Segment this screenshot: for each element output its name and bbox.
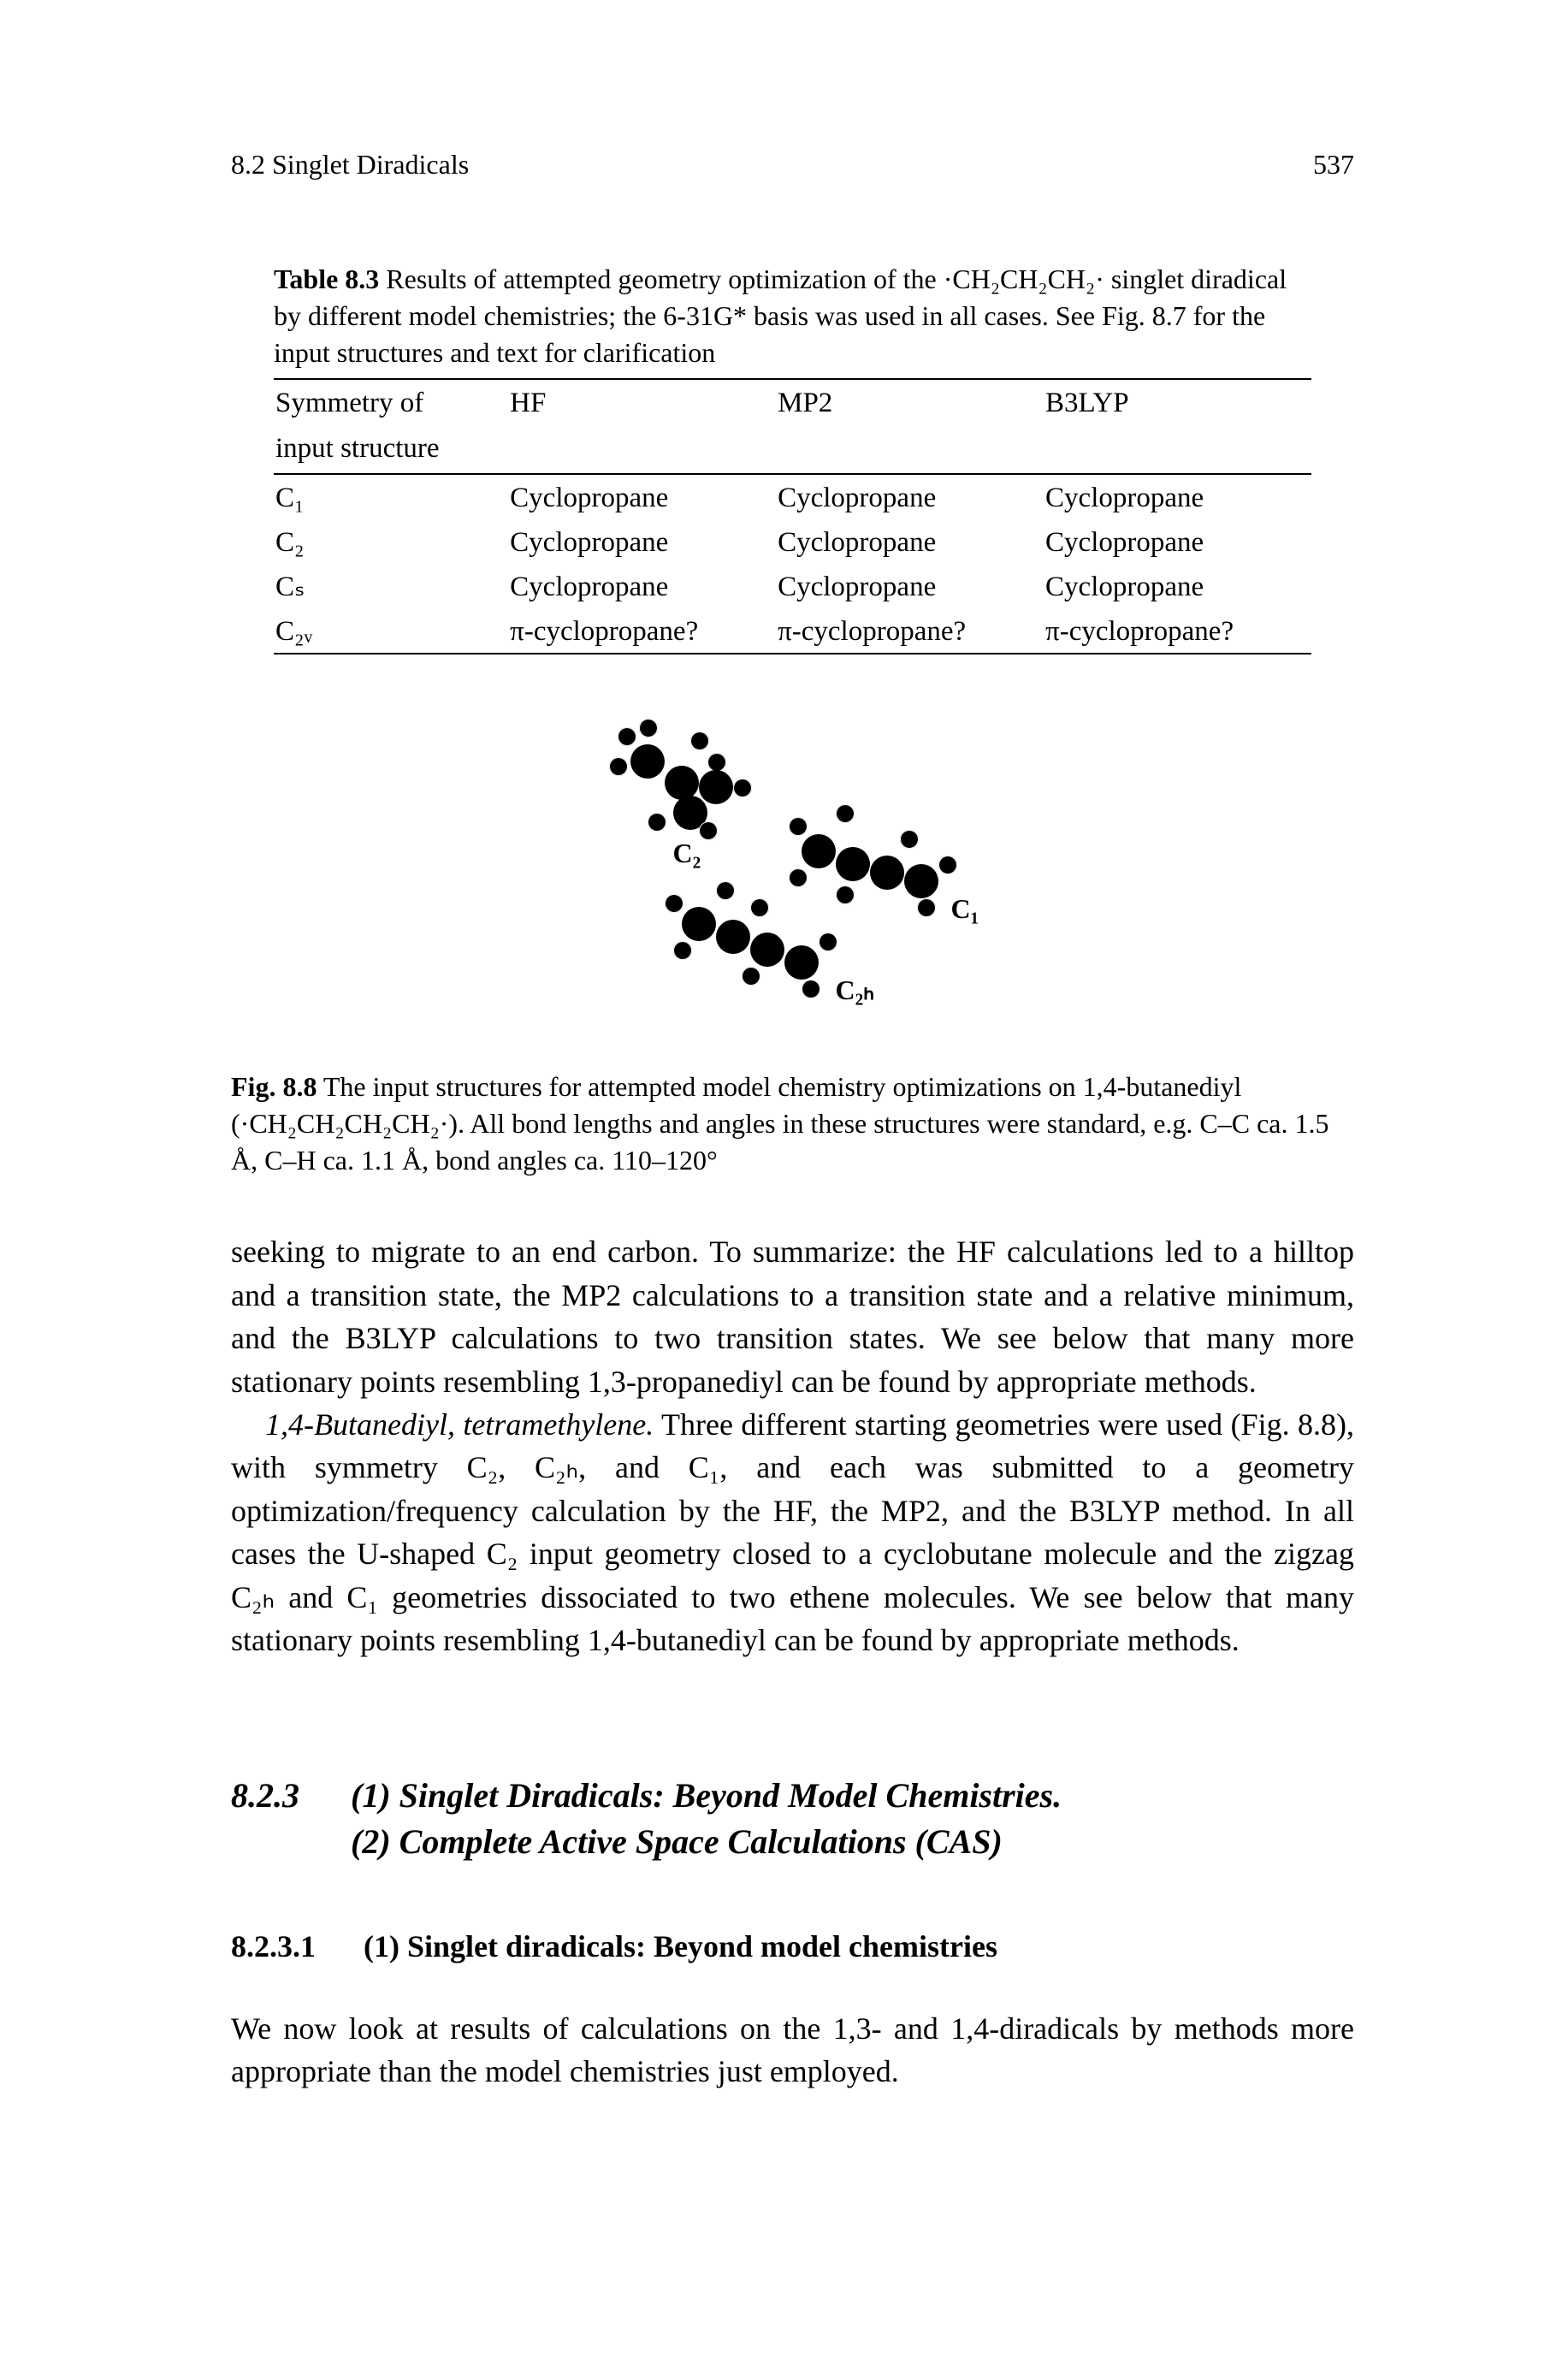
page-number: 537	[1313, 145, 1354, 184]
table-row: Cₛ Cyclopropane Cyclopropane Cyclopropan…	[274, 564, 1311, 608]
cell-sym: C₁	[274, 474, 508, 519]
table-caption-label: Table 8.3	[274, 264, 379, 294]
table-8-3: Table 8.3 Results of attempted geometry …	[274, 261, 1311, 655]
figure-label-c2h: C₂ₕ	[836, 971, 875, 1010]
cell-mp2: Cyclopropane	[776, 564, 1044, 608]
cell-mp2: Cyclopropane	[776, 474, 1044, 519]
figure-caption: Fig. 8.8 The input structures for attemp…	[231, 1069, 1354, 1180]
paragraph-2: 1,4-Butanediyl, tetramethylene. Three di…	[231, 1403, 1354, 1661]
col-mp2: MP2	[776, 379, 1044, 424]
cell-b3: Cyclopropane	[1044, 519, 1311, 564]
subsection-title: (1) Singlet diradicals: Beyond model che…	[364, 1925, 997, 1968]
figure-caption-label: Fig. 8.8	[231, 1071, 317, 1102]
cell-hf: π-cyclopropane?	[508, 608, 776, 654]
col-b3lyp: B3LYP	[1044, 379, 1311, 424]
paragraph-2-lead: 1,4-Butanediyl, tetramethylene.	[265, 1407, 654, 1442]
section-number: 8.2.3	[231, 1773, 351, 1865]
section-title-line1: (1) Singlet Diradicals: Beyond Model Che…	[351, 1776, 1062, 1815]
subsection-number: 8.2.3.1	[231, 1925, 364, 1968]
molecule-diagram: C₂ C₂ₕ	[609, 731, 977, 1022]
figure-label-c1: C₁	[951, 890, 979, 928]
table-row: C₂ Cyclopropane Cyclopropane Cyclopropan…	[274, 519, 1311, 564]
figure-8-8: C₂ C₂ₕ	[231, 731, 1354, 1179]
paragraph-1: seeking to migrate to an end carbon. To …	[231, 1230, 1354, 1403]
col-symmetry-line2: input structure	[274, 425, 508, 474]
cell-sym: C₂	[274, 519, 508, 564]
section-title-line2: (2) Complete Active Space Calculations (…	[351, 1822, 1003, 1861]
results-table: Symmetry of HF MP2 B3LYP input structure…	[274, 378, 1311, 654]
cell-hf: Cyclopropane	[508, 519, 776, 564]
cell-mp2: Cyclopropane	[776, 519, 1044, 564]
table-row: C₂ᵥ π-cyclopropane? π-cyclopropane? π-cy…	[274, 608, 1311, 654]
figure-label-c2: C₂	[673, 834, 701, 873]
cell-b3: Cyclopropane	[1044, 564, 1311, 608]
cell-mp2: π-cyclopropane?	[776, 608, 1044, 654]
table-row: C₁ Cyclopropane Cyclopropane Cyclopropan…	[274, 474, 1311, 519]
cell-sym: Cₛ	[274, 564, 508, 608]
section-heading: 8.2.3 (1) Singlet Diradicals: Beyond Mod…	[231, 1773, 1354, 1865]
cell-b3: π-cyclopropane?	[1044, 608, 1311, 654]
cell-sym: C₂ᵥ	[274, 608, 508, 654]
figure-caption-text: The input structures for attempted model…	[231, 1071, 1329, 1176]
table-caption: Table 8.3 Results of attempted geometry …	[274, 261, 1311, 372]
cell-hf: Cyclopropane	[508, 564, 776, 608]
paragraph-3: We now look at results of calculations o…	[231, 2007, 1354, 2094]
cell-hf: Cyclopropane	[508, 474, 776, 519]
running-section: 8.2 Singlet Diradicals	[231, 145, 469, 184]
table-caption-text: Results of attempted geometry optimizati…	[274, 264, 1287, 368]
subsection-heading: 8.2.3.1 (1) Singlet diradicals: Beyond m…	[231, 1925, 1354, 1968]
cell-b3: Cyclopropane	[1044, 474, 1311, 519]
col-hf: HF	[508, 379, 776, 424]
paragraph-2-body: Three different starting geometries were…	[231, 1407, 1354, 1657]
col-symmetry-line1: Symmetry of	[274, 379, 508, 424]
